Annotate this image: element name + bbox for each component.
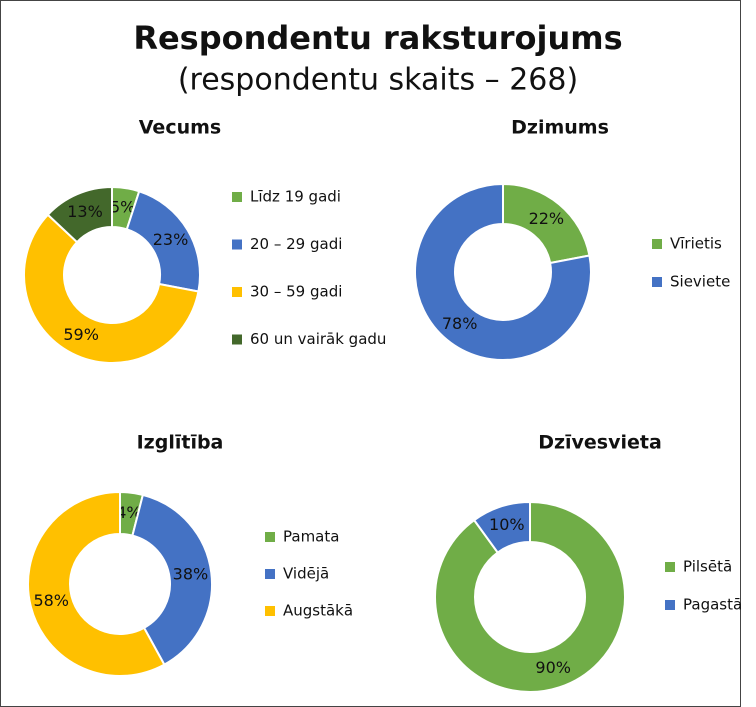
legend-swatch (232, 192, 242, 202)
donut-slice (414, 182, 592, 361)
chart-title: Izglītība (137, 432, 224, 454)
legend-swatch (665, 562, 675, 572)
legend-label: 60 un vairāk gadu (250, 330, 386, 348)
legend-swatch (265, 569, 275, 579)
legend-label: Pamata (283, 528, 339, 546)
data-label: 78% (442, 314, 478, 333)
data-label: 22% (529, 209, 565, 228)
page-title: Respondentu raksturojums (133, 19, 622, 57)
legend-label: Sieviete (670, 273, 730, 291)
data-label: 13% (67, 202, 103, 221)
data-label: 58% (33, 591, 69, 610)
page-subtitle: (respondentu skaits – 268) (178, 63, 578, 98)
donut-slice (23, 213, 200, 364)
legend-label: Augstākā (283, 602, 353, 620)
legend-label: Pilsētā (683, 558, 732, 576)
data-label: 59% (63, 325, 99, 344)
data-label: 38% (173, 565, 209, 584)
data-label: 90% (535, 658, 571, 677)
chart-title: Dzīvesvieta (538, 432, 662, 454)
legend-swatch (665, 600, 675, 610)
donut-slice (46, 185, 113, 244)
legend-swatch (652, 239, 662, 249)
legend-label: Vidējā (283, 565, 329, 583)
data-label: 4% (116, 503, 141, 522)
legend-swatch (265, 606, 275, 616)
legend-label: Pagastā (683, 596, 742, 614)
legend-label: 30 – 59 gadi (250, 283, 342, 301)
legend-swatch (232, 334, 242, 345)
legend-swatch (232, 239, 242, 250)
data-label: 23% (153, 230, 189, 249)
chart-title: Dzimums (511, 117, 609, 139)
data-label: 5% (110, 197, 135, 216)
data-label: 10% (489, 515, 525, 534)
donut-slice (434, 500, 626, 693)
donut-slice (27, 490, 166, 677)
donut-slice (131, 493, 213, 666)
legend-label: 20 – 29 gadi (250, 235, 342, 253)
legend-swatch (232, 287, 242, 297)
legend-swatch (652, 277, 662, 287)
legend-label: Līdz 19 gadi (250, 188, 341, 206)
legend-swatch (265, 532, 275, 542)
legend-label: Vīrietis (670, 235, 722, 253)
donut-slice (472, 500, 531, 554)
chart-title: Vecums (139, 117, 221, 139)
